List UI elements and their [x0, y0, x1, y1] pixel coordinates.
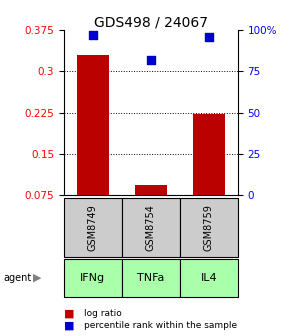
Point	[206, 34, 211, 40]
Text: log ratio: log ratio	[84, 309, 122, 318]
Text: GSM8754: GSM8754	[146, 204, 156, 251]
Bar	[77, 55, 109, 195]
Text: GSM8759: GSM8759	[204, 204, 214, 251]
Text: IFNg: IFNg	[80, 273, 105, 283]
Bar	[193, 114, 225, 195]
Text: percentile rank within the sample: percentile rank within the sample	[84, 322, 237, 330]
Text: TNFa: TNFa	[137, 273, 164, 283]
Text: ■: ■	[64, 321, 74, 331]
Bar	[135, 185, 167, 195]
Text: ▶: ▶	[33, 273, 42, 283]
Text: GSM8749: GSM8749	[88, 204, 98, 251]
Text: ■: ■	[64, 308, 74, 318]
Text: IL4: IL4	[200, 273, 217, 283]
Title: GDS498 / 24067: GDS498 / 24067	[94, 15, 208, 29]
Point	[148, 57, 153, 62]
Point	[90, 33, 95, 38]
Text: agent: agent	[3, 273, 31, 283]
